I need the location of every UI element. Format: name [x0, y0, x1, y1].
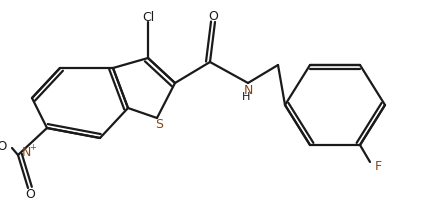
Text: S: S: [155, 118, 163, 131]
Text: F: F: [374, 160, 382, 172]
Text: N: N: [243, 83, 253, 97]
Text: O: O: [25, 187, 35, 201]
Text: H: H: [242, 92, 250, 102]
Text: +: +: [30, 143, 37, 152]
Text: O: O: [208, 10, 218, 22]
Text: Cl: Cl: [142, 10, 154, 24]
Text: −O: −O: [0, 140, 8, 153]
Text: N: N: [21, 146, 31, 160]
